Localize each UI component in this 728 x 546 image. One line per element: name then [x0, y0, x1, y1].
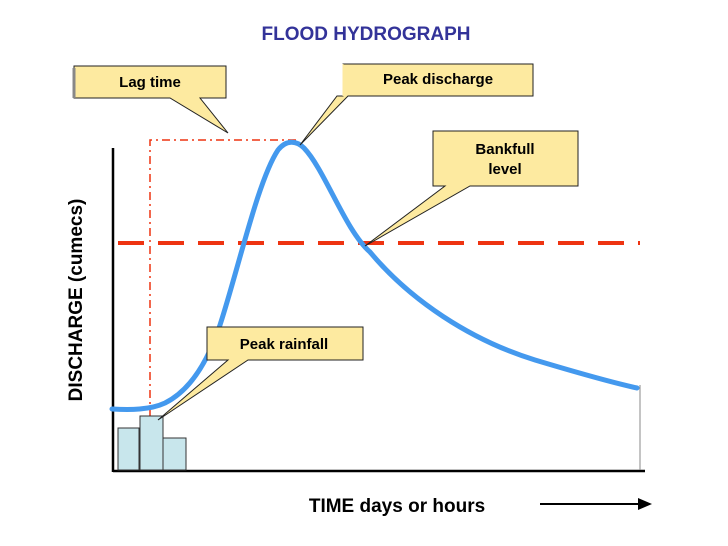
- rainfall-bar: [162, 437, 187, 471]
- rainfall-bar: [139, 415, 164, 471]
- bankfull-label-line2: level: [488, 161, 521, 178]
- rainfall-histogram: [117, 415, 187, 471]
- bankfull-callout: Bankfull level: [364, 130, 579, 247]
- y-axis-label-bold: DISCHARGE: [66, 287, 87, 401]
- lag-time-guide: [149, 139, 300, 470]
- x-axis-label: TIME days or hours: [309, 496, 485, 517]
- peak-rainfall-callout: Peak rainfall: [157, 326, 364, 421]
- right-arrow-icon: [540, 498, 652, 510]
- peak-discharge-callout: Peak discharge: [299, 63, 534, 146]
- y-axis-label: DISCHARGE (cumecs): [66, 199, 87, 402]
- lag-time-label: Lag time: [119, 74, 181, 91]
- peak-rainfall-label: Peak rainfall: [240, 336, 328, 353]
- hydrograph-curve: [109, 139, 640, 412]
- diagram-title: FLOOD HYDROGRAPH: [262, 24, 471, 45]
- bankfull-label-line1: Bankfull: [475, 141, 534, 158]
- peak-discharge-label: Peak discharge: [383, 71, 493, 88]
- rainfall-bar: [117, 427, 140, 471]
- y-axis-label-unit: (cumecs): [66, 199, 87, 288]
- lag-time-callout: Lag time: [72, 65, 229, 134]
